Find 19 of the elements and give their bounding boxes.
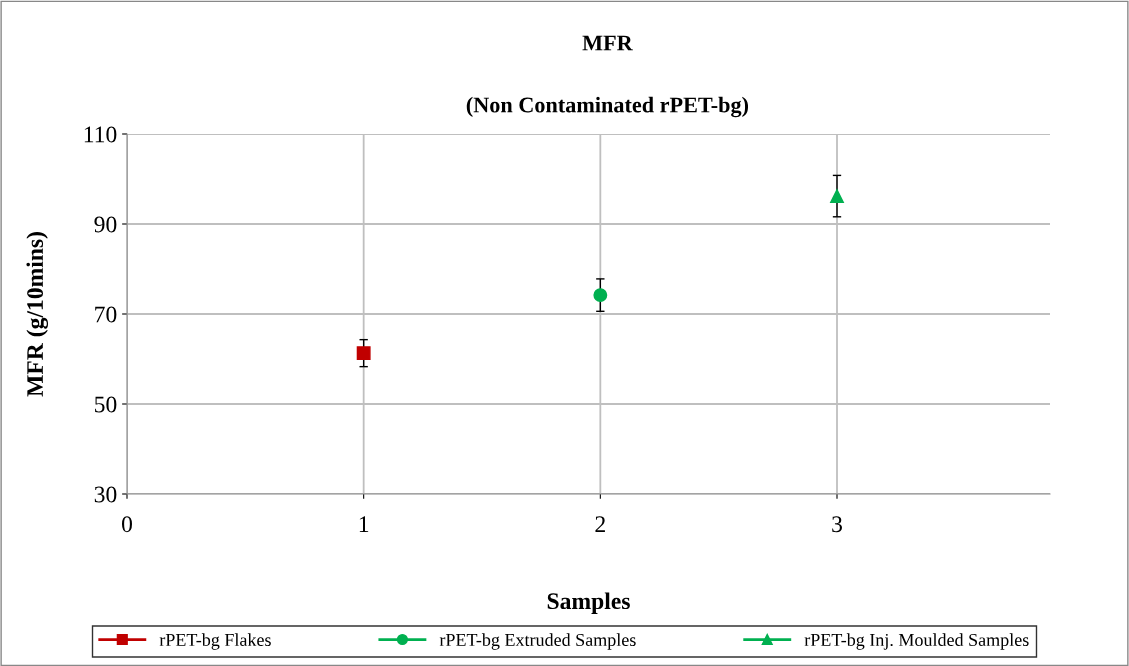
x-tick-label: 1: [359, 516, 369, 532]
y-tick-label: 30: [94, 486, 117, 503]
y-axis-title: MFR (g/10mins): [26, 232, 49, 397]
x-axis-title: Samples: [547, 592, 630, 614]
point: [356, 346, 371, 361]
legend-label: rPET-bg Flakes: [159, 633, 271, 650]
point: [593, 288, 608, 303]
point: [830, 189, 844, 204]
x-tick-label: 0: [122, 516, 132, 533]
legend-label: rPET-bg Inj. Moulded Samples: [804, 633, 1029, 650]
x-tick-label: 3: [832, 516, 842, 533]
x-tick-label: 2: [595, 516, 605, 532]
chart-title: MFR: [582, 35, 633, 51]
y-tick-label: 50: [95, 396, 117, 413]
y-tick-label: 90: [94, 216, 117, 233]
legend-label: rPET-bg Extruded Samples: [439, 633, 636, 650]
y-tick-label: 110: [84, 126, 117, 143]
y-tick-label: 70: [95, 306, 117, 323]
chart-subtitle: (Non Contaminated rPET-bg): [466, 96, 749, 118]
